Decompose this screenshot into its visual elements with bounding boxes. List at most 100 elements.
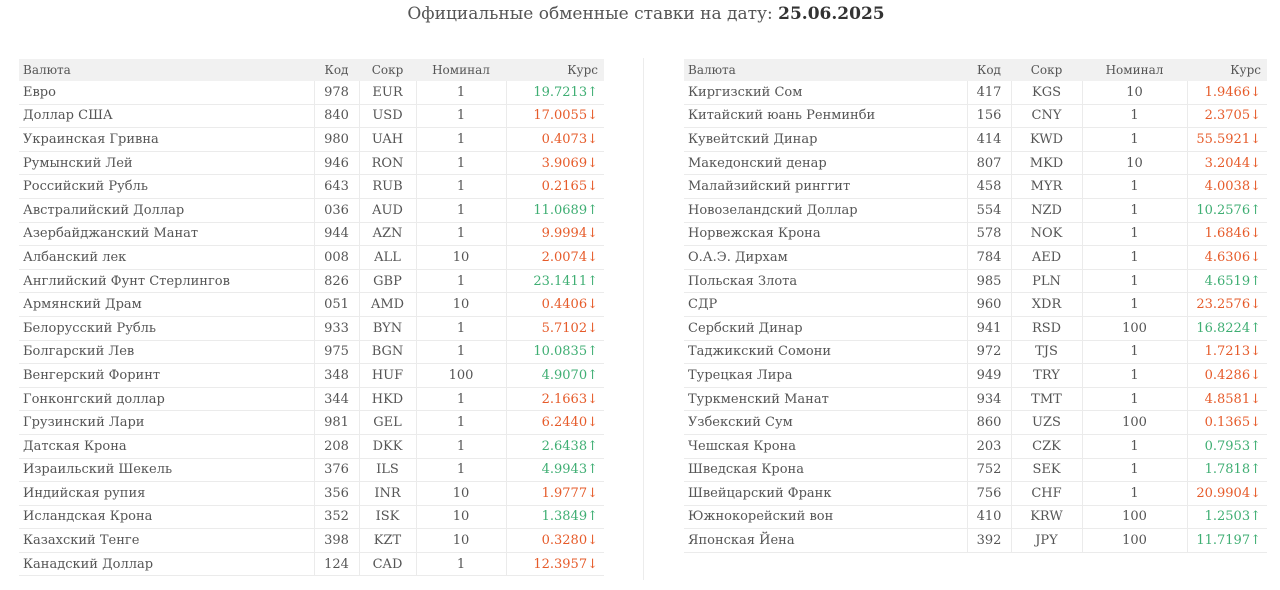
currency-abbr-cell: KGS bbox=[1011, 81, 1083, 105]
currency-code-cell: 946 bbox=[314, 151, 360, 176]
currency-rate-cell: 4.9070↑ bbox=[506, 363, 604, 388]
currency-rate-cell: 10.2576↑ bbox=[1187, 198, 1267, 223]
currency-code-cell: 944 bbox=[314, 222, 360, 247]
table-row: Польская Злота 985 PLN 1 4.6519↑ bbox=[684, 269, 1267, 294]
currency-rate-cell: 23.2576↓ bbox=[1187, 292, 1267, 317]
table-row: Армянский Драм 051 AMD 10 0.4406↓ bbox=[19, 292, 604, 317]
currency-nominal-cell: 100 bbox=[1082, 316, 1188, 341]
currency-code-cell: 860 bbox=[967, 410, 1012, 435]
currency-rate-cell: 1.7213↓ bbox=[1187, 340, 1267, 365]
currency-code-cell: 985 bbox=[967, 269, 1012, 294]
currency-name-cell: Малайзийский ринггит bbox=[684, 174, 968, 199]
column-header-abbr[interactable]: Сокр bbox=[359, 59, 416, 81]
column-header-currency[interactable]: Валюта bbox=[684, 59, 967, 81]
currency-nominal-cell: 100 bbox=[1082, 410, 1188, 435]
rates-table-right-body: Киргизский Сом 417 KGS 10 1.9466↓ Китайский ю… bbox=[684, 81, 1267, 553]
currency-code-cell: 410 bbox=[967, 505, 1012, 530]
currency-rate-cell: 1.3849↑ bbox=[506, 505, 604, 530]
currency-code-cell: 348 bbox=[314, 363, 360, 388]
currency-nominal-cell: 1 bbox=[416, 81, 507, 105]
currency-code-cell: 840 bbox=[314, 104, 360, 129]
currency-rate-cell: 2.3705↓ bbox=[1187, 104, 1267, 129]
currency-rate-cell: 17.0055↓ bbox=[506, 104, 604, 129]
currency-name-cell: Китайский юань Ренминби bbox=[684, 104, 968, 129]
currency-name-cell: Исландская Крона bbox=[19, 505, 315, 530]
currency-abbr-cell: RON bbox=[359, 151, 417, 176]
currency-nominal-cell: 1 bbox=[416, 340, 507, 365]
currency-abbr-cell: HKD bbox=[359, 387, 417, 412]
currency-rate-cell: 20.9904↓ bbox=[1187, 481, 1267, 506]
currency-abbr-cell: AMD bbox=[359, 292, 417, 317]
currency-name-cell: Гонконгский доллар bbox=[19, 387, 315, 412]
currency-name-cell: Австралийский Доллар bbox=[19, 198, 315, 223]
currency-code-cell: 643 bbox=[314, 174, 360, 199]
currency-code-cell: 376 bbox=[314, 458, 360, 483]
currency-nominal-cell: 1 bbox=[416, 316, 507, 341]
page-title-text: Официальные обменные ставки на дату: bbox=[407, 4, 773, 24]
currency-abbr-cell: UZS bbox=[1011, 410, 1083, 435]
currency-name-cell: Туркменский Манат bbox=[684, 387, 968, 412]
column-header-code[interactable]: Код bbox=[967, 59, 1011, 81]
currency-nominal-cell: 10 bbox=[416, 245, 507, 270]
table-row: Албанский лек 008 ALL 10 2.0074↓ bbox=[19, 245, 604, 270]
currency-rate-cell: 19.7213↑ bbox=[506, 81, 604, 105]
currency-nominal-cell: 1 bbox=[416, 222, 507, 247]
table-row: Казахский Тенге 398 KZT 10 0.3280↓ bbox=[19, 528, 604, 553]
column-header-abbr[interactable]: Сокр bbox=[1011, 59, 1082, 81]
currency-name-cell: Норвежская Крона bbox=[684, 222, 968, 247]
currency-code-cell: 975 bbox=[314, 340, 360, 365]
table-row: Узбекский Сум 860 UZS 100 0.1365↓ bbox=[684, 410, 1267, 435]
currency-name-cell: Доллар США bbox=[19, 104, 315, 129]
currency-name-cell: Болгарский Лев bbox=[19, 340, 315, 365]
currency-name-cell: Узбекский Сум bbox=[684, 410, 968, 435]
table-row: Швейцарский Франк 756 CHF 1 20.9904↓ bbox=[684, 481, 1267, 506]
currency-abbr-cell: ALL bbox=[359, 245, 417, 270]
table-row: Грузинский Лари 981 GEL 1 6.2440↓ bbox=[19, 410, 604, 435]
currency-name-cell: Албанский лек bbox=[19, 245, 315, 270]
currency-code-cell: 008 bbox=[314, 245, 360, 270]
currency-name-cell: Российский Рубль bbox=[19, 174, 315, 199]
currency-name-cell: Японская Йена bbox=[684, 528, 968, 553]
currency-rate-cell: 10.0835↑ bbox=[506, 340, 604, 365]
table-row: Австралийский Доллар 036 AUD 1 11.0689↑ bbox=[19, 198, 604, 223]
currency-code-cell: 807 bbox=[967, 151, 1012, 176]
column-header-nominal[interactable]: Номинал bbox=[416, 59, 506, 81]
column-header-rate[interactable]: Курс bbox=[1187, 59, 1267, 81]
currency-rate-cell: 2.0074↓ bbox=[506, 245, 604, 270]
currency-nominal-cell: 1 bbox=[1082, 269, 1188, 294]
currency-nominal-cell: 1 bbox=[1082, 198, 1188, 223]
currency-code-cell: 398 bbox=[314, 528, 360, 553]
currency-abbr-cell: MKD bbox=[1011, 151, 1083, 176]
currency-abbr-cell: UAH bbox=[359, 127, 417, 152]
currency-name-cell: Таджикский Сомони bbox=[684, 340, 968, 365]
column-header-nominal[interactable]: Номинал bbox=[1082, 59, 1187, 81]
currency-name-cell: Чешская Крона bbox=[684, 434, 968, 459]
currency-rate-cell: 55.5921↓ bbox=[1187, 127, 1267, 152]
currency-abbr-cell: JPY bbox=[1011, 528, 1083, 553]
currency-rate-cell: 12.3957↓ bbox=[506, 552, 604, 577]
currency-nominal-cell: 1 bbox=[416, 269, 507, 294]
currency-name-cell: Английский Фунт Стерлингов bbox=[19, 269, 315, 294]
column-header-currency[interactable]: Валюта bbox=[19, 59, 314, 81]
currency-code-cell: 981 bbox=[314, 410, 360, 435]
currency-nominal-cell: 1 bbox=[416, 174, 507, 199]
currency-abbr-cell: DKK bbox=[359, 434, 417, 459]
table-row: Кувейтский Динар 414 KWD 1 55.5921↓ bbox=[684, 127, 1267, 152]
currency-nominal-cell: 1 bbox=[1082, 127, 1188, 152]
currency-abbr-cell: BGN bbox=[359, 340, 417, 365]
currency-name-cell: Венгерский Форинт bbox=[19, 363, 315, 388]
currency-rate-cell: 4.0038↓ bbox=[1187, 174, 1267, 199]
currency-name-cell: Датская Крона bbox=[19, 434, 315, 459]
currency-abbr-cell: XDR bbox=[1011, 292, 1083, 317]
table-row: Канадский Доллар 124 CAD 1 12.3957↓ bbox=[19, 552, 604, 577]
column-header-code[interactable]: Код bbox=[314, 59, 359, 81]
column-header-rate[interactable]: Курс bbox=[506, 59, 604, 81]
table-row: Сербский Динар 941 RSD 100 16.8224↑ bbox=[684, 316, 1267, 341]
table-row: Румынский Лей 946 RON 1 3.9069↓ bbox=[19, 151, 604, 176]
currency-rate-cell: 4.6519↑ bbox=[1187, 269, 1267, 294]
currency-abbr-cell: AUD bbox=[359, 198, 417, 223]
currency-nominal-cell: 1 bbox=[416, 127, 507, 152]
currency-abbr-cell: GBP bbox=[359, 269, 417, 294]
currency-nominal-cell: 10 bbox=[416, 505, 507, 530]
currency-name-cell: Израильский Шекель bbox=[19, 458, 315, 483]
